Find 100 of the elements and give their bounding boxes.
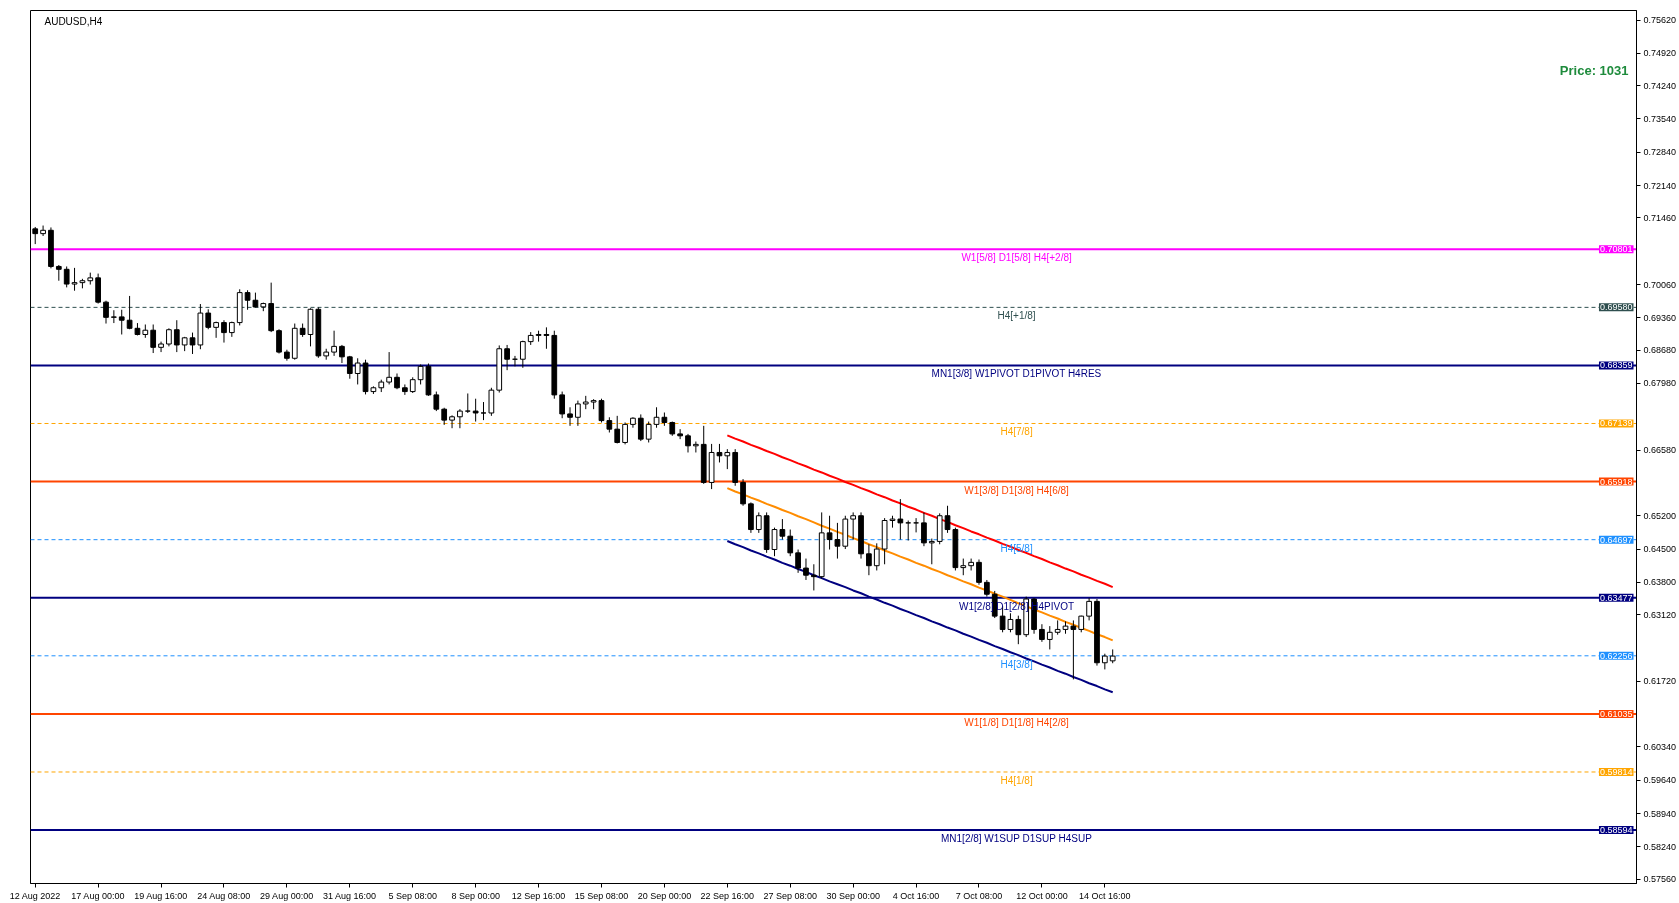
y-tick-label: 0.75620 [1643,15,1677,26]
y-tick-label: 0.68680 [1643,345,1677,356]
x-tick-label: 19 Aug 16:00 [134,890,188,901]
y-tick-label: 0.61720 [1643,676,1677,687]
candlestick [173,319,180,353]
x-tick-label: 7 Oct 08:00 [955,890,1003,901]
ref-line-label: W1[1/8] D1[1/8] H4[2/8] [964,716,1070,728]
x-tick-label: 14 Oct 16:00 [1079,890,1131,901]
y-tick-label: 0.74240 [1643,80,1677,91]
y-tick-label: 0.65200 [1643,510,1677,521]
candlestick [1086,597,1092,621]
annotation: 0.59814 [1599,766,1633,777]
annotation: 0.67139 [1599,418,1633,429]
x-tick-label: 12 Aug 2022 [9,890,61,901]
y-tick-label: 0.71460 [1643,212,1677,223]
ref-line-label: H4[+1/8] [997,310,1036,322]
candlestick [118,309,125,335]
x-tick-label: 15 Sep 08:00 [574,890,629,901]
candlestick [873,542,880,571]
candlestick [921,511,927,547]
candlestick [71,267,78,292]
text: AUDUSD,H4 [44,15,103,27]
x-tick-label: 29 Aug 00:00 [260,890,314,901]
candlestick [150,323,157,354]
ref-line-label: W1[5/8] D1[5/8] H4[+2/8] [961,252,1072,264]
y-tick-label: 0.60340 [1643,741,1677,752]
annotation: 0.61035 [1599,708,1633,719]
candlestick [63,265,70,288]
candlestick [567,406,573,427]
candlestick [457,408,463,429]
annotation: 0.69580 [1599,302,1633,313]
candlestick [803,558,809,581]
candlestick [205,308,212,330]
candlestick [480,401,487,421]
x-tick-label: 20 Sep 00:00 [637,890,692,901]
x-tick-label: 22 Sep 16:00 [700,890,755,901]
candlestick [614,415,621,444]
candlestick [339,344,345,364]
candlestick [866,543,872,576]
candlestick [126,295,133,330]
candlestick [213,321,219,339]
candlestick [276,328,282,355]
candlestick [976,559,982,586]
candlestick [1015,615,1022,645]
x-tick-label: 17 Aug 00:00 [71,890,125,901]
y-tick-label: 0.57560 [1643,874,1677,885]
candlestick [968,558,974,571]
x-tick-label: 12 Oct 00:00 [1016,890,1068,901]
candlestick [622,422,628,445]
annotation: 0.70801 [1599,244,1633,255]
candlestick [850,511,857,541]
candlestick [166,327,172,347]
candlestick [402,383,408,396]
candlestick [740,478,746,507]
x-tick-label: 4 Oct 16:00 [892,890,940,901]
x-tick-label: 31 Aug 16:00 [323,890,377,901]
candlestick [158,341,164,353]
candlestick [354,357,361,385]
y-tick-label: 0.73540 [1643,113,1677,124]
ref-line-label: H4[1/8] [1000,774,1033,786]
annotation: 0.64697 [1599,534,1633,545]
ref-line-label: MN1[3/8] W1PIVOT D1PIVOT H4RES [931,368,1102,380]
annotation: 0.58594 [1599,825,1633,836]
candlestick [693,441,699,453]
annotation: 0.63477 [1599,592,1633,603]
candlestick [905,520,912,541]
ref-line-label: H4[7/8] [1000,426,1033,438]
candlestick [386,351,392,385]
candlestick [464,392,471,414]
y-tick-label: 0.66580 [1643,445,1677,456]
candlestick [810,563,817,591]
annotation: 0.62256 [1599,650,1633,661]
candlestick [472,398,479,423]
candlestick [504,344,510,371]
annotation: 0.68359 [1599,360,1633,371]
ref-line-label: H4[3/8] [1000,658,1033,670]
candlestick [897,498,904,541]
candlestick [575,400,581,427]
candlestick [755,511,762,534]
y-tick-label: 0.69360 [1643,312,1677,323]
candlestick [111,309,117,324]
y-tick-label: 0.70060 [1643,279,1677,290]
candlestick [488,387,495,417]
candlestick [795,549,801,574]
y-tick-label: 0.63800 [1643,577,1677,588]
candlestick [433,391,440,412]
y-tick-label: 0.58240 [1643,841,1677,852]
candlestick [221,319,227,344]
annotation: Price: 1031 [1559,62,1629,78]
candlestick [244,289,251,311]
y-tick-label: 0.74920 [1643,48,1677,59]
candlestick [685,433,691,453]
candlestick [645,421,652,443]
annotation: 0.65918 [1599,476,1633,487]
y-tick-label: 0.67980 [1643,378,1677,389]
candlestick [559,391,566,419]
y-tick-label: 0.59640 [1643,775,1677,786]
y-tick-label: 0.63120 [1643,609,1677,620]
candlestick [637,413,644,442]
ref-line-label: MN1[2/8] W1SUP D1SUP H4SUP [941,833,1093,845]
